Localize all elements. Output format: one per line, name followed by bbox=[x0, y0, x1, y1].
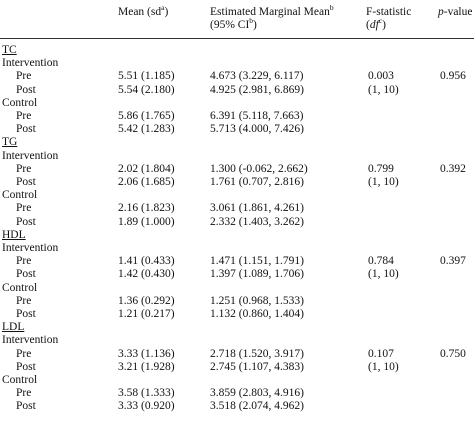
mean-cell: 2.02 (1.804) bbox=[118, 162, 175, 175]
f-cell: 0.107 bbox=[368, 347, 394, 360]
header-text: Mean (sd bbox=[118, 6, 162, 18]
emm-cell: 3.859 (2.803, 4.916) bbox=[210, 387, 304, 400]
footnote-mark: b bbox=[249, 16, 254, 26]
p-cell: 0.750 bbox=[440, 347, 466, 360]
emm-cell: 2.745 (1.107, 4.383) bbox=[210, 360, 304, 373]
header-text: p bbox=[438, 6, 444, 18]
group-name: Intervention bbox=[2, 149, 59, 162]
emm-cell: 6.391 (5.118, 7.663) bbox=[210, 110, 304, 122]
f-cell: 0.003 bbox=[368, 70, 394, 83]
group-name: Intervention bbox=[2, 334, 59, 347]
header-text: df bbox=[369, 19, 379, 31]
df-cell: (1, 10) bbox=[368, 360, 399, 373]
df-cell: (1, 10) bbox=[368, 176, 399, 188]
header-text: ) bbox=[253, 19, 257, 31]
footnote-mark: c bbox=[378, 16, 383, 26]
df-cell: (1, 10) bbox=[368, 83, 399, 96]
emm-cell: 2.332 (1.403, 3.262) bbox=[210, 215, 304, 228]
group-name: Control bbox=[2, 281, 38, 294]
emm-cell: 1.397 (1.089, 1.706) bbox=[210, 268, 304, 281]
row-label: Post bbox=[16, 360, 36, 373]
header-rule bbox=[0, 38, 474, 39]
mean-cell: 3.58 (1.333) bbox=[118, 387, 175, 400]
mean-cell: 1.21 (0.217) bbox=[118, 308, 175, 320]
footnote-mark: a bbox=[161, 3, 165, 13]
row-label: Pre bbox=[16, 255, 32, 268]
p-cell: 0.397 bbox=[440, 255, 466, 268]
header-emm-ci: (95% CIb) bbox=[210, 16, 257, 32]
emm-cell: 5.713 (4.000, 7.426) bbox=[210, 123, 304, 136]
header-text: F-statistic bbox=[366, 6, 412, 18]
group-name: Control bbox=[2, 96, 38, 109]
emm-cell: 3.061 (1.861, 4.261) bbox=[210, 202, 304, 215]
row-label: Post bbox=[16, 400, 36, 413]
section-title: HDL bbox=[2, 228, 26, 241]
emm-cell: 1.761 (0.707, 2.816) bbox=[210, 176, 304, 188]
row-label: Post bbox=[16, 308, 36, 320]
mean-cell: 1.41 (0.433) bbox=[118, 255, 175, 268]
group-name: Control bbox=[2, 374, 38, 386]
section-title: TG bbox=[2, 136, 18, 149]
f-cell: 0.799 bbox=[368, 162, 394, 175]
row-label: Post bbox=[16, 268, 36, 281]
emm-cell: 1.251 (0.968, 1.533) bbox=[210, 294, 304, 307]
header-df: (dfc) bbox=[366, 16, 386, 32]
emm-cell: 1.132 (0.860, 1.404) bbox=[210, 308, 304, 320]
row-label: Post bbox=[16, 215, 36, 228]
row-label: Post bbox=[16, 123, 36, 136]
header-text: ( bbox=[366, 19, 370, 31]
mean-cell: 1.42 (0.430) bbox=[118, 268, 175, 281]
emm-cell: 2.718 (1.520, 3.917) bbox=[210, 347, 304, 360]
header-text: ) bbox=[382, 19, 386, 31]
mean-cell: 2.06 (1.685) bbox=[118, 176, 175, 188]
footnote-mark: b bbox=[329, 3, 334, 13]
row-label: Pre bbox=[16, 70, 32, 83]
section-title: LDL bbox=[2, 321, 25, 334]
row-label: Post bbox=[16, 176, 36, 188]
row-label: Pre bbox=[16, 347, 32, 360]
emm-cell: 1.471 (1.151, 1.791) bbox=[210, 255, 304, 268]
mean-cell: 5.42 (1.283) bbox=[118, 123, 175, 136]
row-label: Post bbox=[16, 83, 36, 96]
header-text: (95% CI bbox=[210, 19, 250, 31]
mean-cell: 2.16 (1.823) bbox=[118, 202, 175, 215]
group-name: Intervention bbox=[2, 242, 59, 254]
mean-cell: 3.33 (0.920) bbox=[118, 400, 175, 413]
p-cell: 0.392 bbox=[440, 162, 466, 175]
p-cell: 0.956 bbox=[440, 70, 466, 83]
header-text: -value bbox=[443, 6, 473, 18]
group-name: Control bbox=[2, 189, 38, 202]
mean-cell: 1.89 (1.000) bbox=[118, 215, 175, 228]
emm-cell: 1.300 (-0.062, 2.662) bbox=[210, 162, 308, 175]
header-p: p-value bbox=[438, 6, 472, 19]
row-label: Pre bbox=[16, 202, 32, 215]
header-text: Estimated Marginal Mean bbox=[210, 6, 330, 18]
df-cell: (1, 10) bbox=[368, 268, 399, 281]
mean-cell: 5.54 (2.180) bbox=[118, 83, 175, 96]
emm-cell: 3.518 (2.074, 4.962) bbox=[210, 400, 304, 413]
header-mean: Mean (sda) bbox=[118, 3, 169, 19]
header-f: F-statistic bbox=[366, 6, 411, 19]
header-emm: Estimated Marginal Meanb bbox=[210, 3, 334, 19]
mean-cell: 1.36 (0.292) bbox=[118, 294, 175, 307]
mean-cell: 3.33 (1.136) bbox=[118, 347, 175, 360]
row-label: Pre bbox=[16, 387, 32, 400]
mean-cell: 5.51 (1.185) bbox=[118, 70, 175, 83]
group-name: Intervention bbox=[2, 57, 59, 70]
mean-cell: 3.21 (1.928) bbox=[118, 360, 175, 373]
row-label: Pre bbox=[16, 110, 32, 122]
mean-cell: 5.86 (1.765) bbox=[118, 110, 175, 122]
f-cell: 0.784 bbox=[368, 255, 394, 268]
row-label: Pre bbox=[16, 294, 32, 307]
row-label: Pre bbox=[16, 162, 32, 175]
section-title: TC bbox=[2, 44, 17, 56]
emm-cell: 4.925 (2.981, 6.869) bbox=[210, 83, 304, 96]
emm-cell: 4.673 (3.229, 6.117) bbox=[210, 70, 304, 83]
header-text: ) bbox=[164, 6, 169, 18]
